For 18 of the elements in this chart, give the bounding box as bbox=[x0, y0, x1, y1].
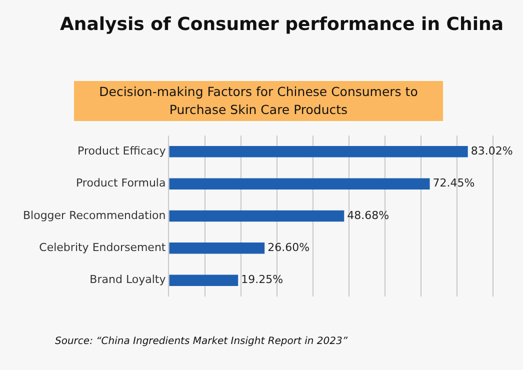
y-tick-label: Blogger Recommendation bbox=[22, 208, 166, 222]
y-tick-label: Celebrity Endorsement bbox=[39, 241, 166, 254]
source-note: Source: “China Ingredients Market Insight Report in 2023” bbox=[55, 336, 348, 347]
bar bbox=[169, 210, 344, 222]
y-tick-label: Product Formula bbox=[76, 176, 166, 190]
bar bbox=[169, 146, 468, 158]
data-label: 72.45% bbox=[432, 176, 475, 190]
data-label: 19.25% bbox=[241, 273, 284, 286]
data-label: 83.02% bbox=[470, 144, 513, 158]
data-label: 26.60% bbox=[268, 241, 310, 254]
bar bbox=[169, 178, 430, 190]
bar bbox=[169, 242, 265, 254]
chart-subtitle: Decision-making Factors for Chinese Consumers to Purchase Skin Care Products bbox=[74, 81, 443, 121]
y-tick-label: Brand Loyalty bbox=[90, 273, 166, 286]
data-label: 48.68% bbox=[347, 208, 390, 222]
bar bbox=[169, 274, 238, 286]
y-tick-label: Product Efficacy bbox=[78, 144, 166, 158]
chart-title: Analysis of Consumer performance in China bbox=[60, 14, 504, 35]
